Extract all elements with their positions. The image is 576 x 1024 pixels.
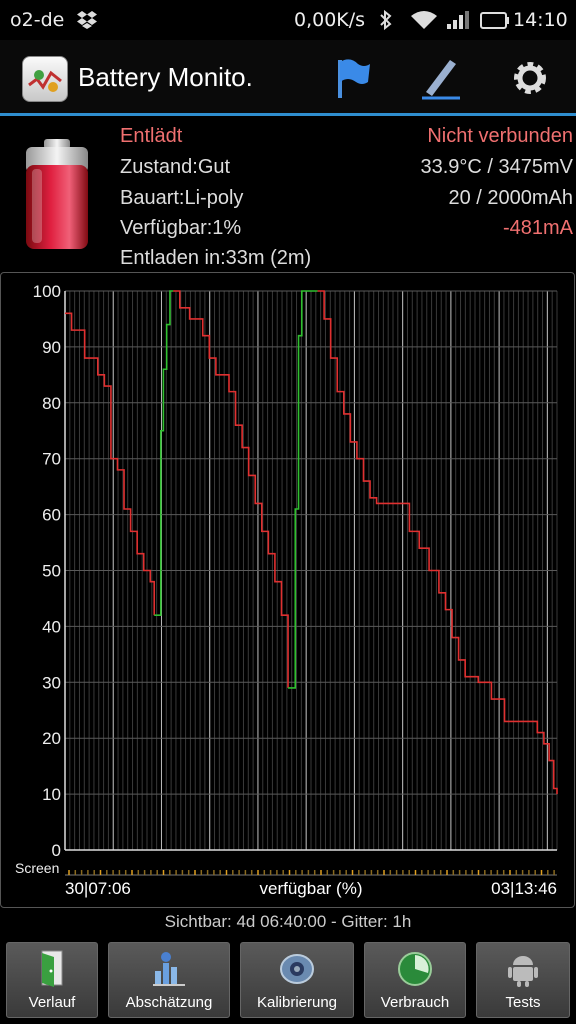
clock: 14:10 — [513, 9, 568, 31]
battery-level-icon — [26, 139, 88, 249]
bluetooth-icon — [380, 9, 392, 31]
y-tick-label: 0 — [52, 841, 61, 860]
battery-icon — [480, 12, 509, 29]
android-icon — [508, 956, 538, 987]
dropbox-icon — [77, 11, 97, 29]
health-label: Zustand:Gut — [120, 156, 231, 178]
usage-icon — [398, 952, 432, 986]
tests-button[interactable]: Tests — [476, 942, 570, 1018]
y-tick-label: 80 — [42, 394, 61, 413]
battery-info: Entlädt Nicht verbunden Zustand:Gut 33.9… — [0, 119, 576, 271]
series-line-discharging — [173, 290, 289, 688]
wifi-icon — [411, 11, 437, 29]
history-button[interactable]: Verlauf — [6, 942, 98, 1018]
x-end-label: 03|13:46 — [491, 879, 557, 898]
x-start-label: 30|07:06 — [65, 879, 131, 898]
x-axis-label: verfügbar (%) — [260, 879, 363, 898]
battery-chart[interactable]: 100 90 80 70 60 50 40 30 20 10 0 Screen 30|07:06 verf… — [0, 272, 575, 908]
y-tick-label: 50 — [42, 562, 61, 581]
connection-state: Nicht verbunden — [427, 125, 573, 147]
y-tick-label: 60 — [42, 506, 61, 525]
charge-state: Entlädt — [120, 125, 183, 147]
y-tick-label: 30 — [42, 673, 61, 692]
series-line-charging — [154, 290, 174, 617]
gear-icon — [514, 62, 546, 94]
series-line-discharging — [402, 502, 558, 795]
flag-icon — [338, 59, 370, 98]
series-line-discharging — [317, 290, 403, 505]
status-bar: o2-de 0,00K/s 14:10 — [0, 0, 576, 40]
discharge-time: Entladen in:33m (2m) — [120, 247, 312, 269]
battery-type: Bauart:Li-poly — [120, 187, 244, 209]
edit-button[interactable] — [416, 54, 464, 102]
network-speed: 0,00K/s — [294, 9, 366, 31]
available-percent: Verfügbar:1% — [120, 217, 242, 239]
app-icon[interactable] — [22, 56, 68, 102]
y-tick-label: 100 — [33, 282, 61, 301]
current: -481mA — [502, 217, 573, 239]
tests-label: Tests — [505, 994, 541, 1011]
carrier-label: o2-de — [10, 9, 65, 31]
app-logo-icon — [28, 70, 62, 92]
temp-voltage: 33.9°C / 3475mV — [420, 156, 573, 178]
y-tick-label: 40 — [42, 617, 61, 636]
door-icon — [41, 950, 63, 987]
signal-icon — [447, 11, 469, 29]
estimate-button[interactable]: Abschätzung — [108, 942, 230, 1018]
action-bar: Battery Monito. — [0, 40, 576, 116]
calibration-icon — [280, 954, 314, 984]
screen-label: Screen — [15, 860, 59, 876]
y-tick-label: 10 — [42, 785, 61, 804]
capacity: 20 / 2000mAh — [448, 187, 573, 209]
y-tick-label: 90 — [42, 338, 61, 357]
pen-icon — [422, 60, 460, 100]
usage-label: Verbrauch — [380, 994, 450, 1011]
estimate-icon — [153, 952, 185, 986]
settings-button[interactable] — [506, 54, 554, 102]
y-tick-label: 20 — [42, 729, 61, 748]
calibration-label: Kalibrierung — [256, 994, 338, 1011]
visible-range: Sichtbar: 4d 06:40:00 - Gitter: 1h — [164, 912, 412, 931]
series-line-charging — [288, 290, 318, 689]
history-label: Verlauf — [28, 994, 76, 1011]
calibration-button[interactable]: Kalibrierung — [240, 942, 354, 1018]
flag-button[interactable] — [328, 54, 376, 102]
usage-button[interactable]: Verbrauch — [364, 942, 466, 1018]
y-tick-label: 70 — [42, 450, 61, 469]
estimate-label: Abschätzung — [125, 994, 213, 1011]
series-line-discharging — [65, 312, 156, 616]
app-title: Battery Monito. — [78, 62, 253, 92]
